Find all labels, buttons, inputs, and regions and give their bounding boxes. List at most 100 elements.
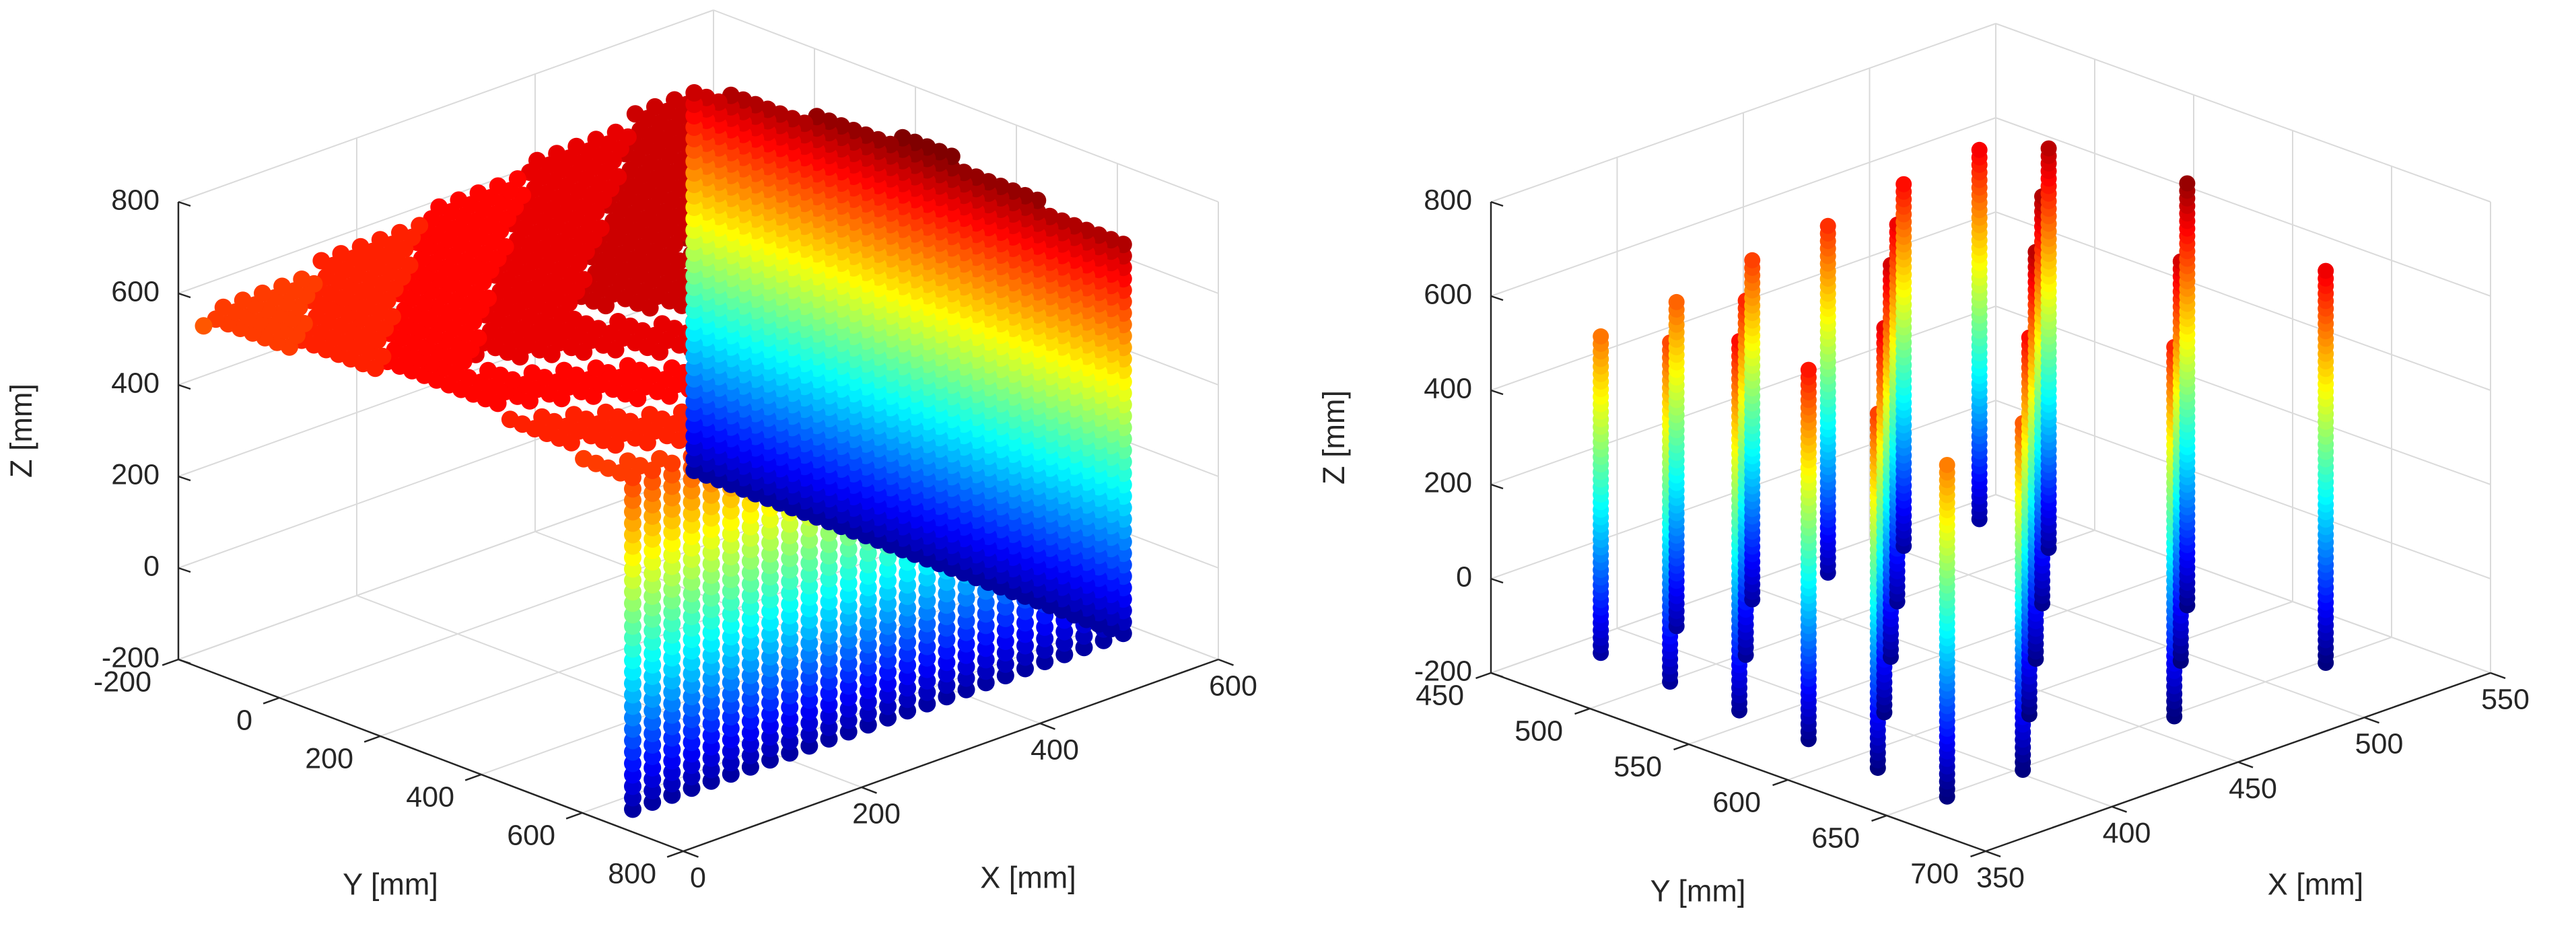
- z-axis-label: Z [mm]: [4, 384, 38, 478]
- scatter-point: [653, 315, 671, 333]
- scatter-point: [508, 170, 526, 188]
- scatter-point: [597, 403, 615, 421]
- back-wall-gridline-z: [1995, 400, 2491, 579]
- scatter-point: [391, 223, 409, 242]
- y-axis-label: Y [mm]: [343, 867, 438, 901]
- scatter-point: [619, 452, 637, 470]
- x-tick-mark: [683, 850, 699, 858]
- scatter-point: [479, 361, 497, 380]
- scatter-point: [2318, 262, 2334, 279]
- scatter-point: [619, 357, 637, 375]
- z-tick-label: 200: [111, 458, 160, 491]
- x-tick-label: 450: [2229, 773, 2277, 805]
- x-tick-label: 500: [2355, 728, 2404, 760]
- y-tick-label: 800: [608, 857, 656, 890]
- scatter-point: [567, 137, 586, 155]
- scatter-point: [254, 284, 271, 302]
- scatter-point: [2040, 140, 2057, 157]
- y-tick-mark: [1871, 814, 1887, 822]
- y-axis-line: [178, 658, 684, 853]
- scatter-point: [663, 359, 681, 377]
- left-wall-gridline-z: [178, 9, 714, 203]
- z-tick-mark: [178, 567, 191, 573]
- scatter-point: [1800, 361, 1817, 378]
- scatter-point: [234, 291, 252, 310]
- y-tick-mark: [363, 735, 381, 743]
- z-tick-label: 0: [143, 550, 160, 582]
- z-tick-mark: [178, 658, 191, 665]
- floor-gridline-x: [1743, 583, 2239, 763]
- y-tick-mark: [1673, 743, 1690, 751]
- y-axis-label: Y [mm]: [1650, 873, 1746, 908]
- scatter-point: [685, 84, 703, 102]
- back-wall-gridline-z: [1995, 117, 2491, 297]
- y-tick-label: 500: [1515, 715, 1563, 747]
- scatter-point: [523, 364, 541, 382]
- x-tick-mark: [2364, 717, 2379, 724]
- y-tick-label: 200: [305, 742, 353, 775]
- z-tick-label: 200: [1424, 466, 1472, 499]
- y-tick-label: 550: [1613, 750, 1662, 783]
- z-tick-mark: [1490, 672, 1504, 678]
- right-3d-scatter-plot: 350 400 450 500 550 450 500 550 600 650 700 -200 0 20…: [1317, 23, 2530, 908]
- left-wall-gridline-z: [178, 375, 714, 569]
- z-tick-label: 600: [111, 275, 160, 308]
- z-tick-mark: [178, 292, 191, 299]
- x-tick-label: 400: [2103, 817, 2151, 849]
- scatter-point: [666, 91, 684, 109]
- z-tick-label: 800: [111, 184, 160, 216]
- z-tick-mark: [1490, 295, 1504, 301]
- y-tick-mark: [1475, 672, 1492, 680]
- scatter-point: [371, 231, 389, 249]
- x-tick-label: 0: [690, 861, 706, 894]
- y-tick-mark: [263, 696, 280, 705]
- x-tick-mark: [2237, 761, 2254, 768]
- x-axis-line: [683, 658, 1219, 853]
- x-tick-mark: [1218, 658, 1234, 666]
- scatter-point: [214, 298, 232, 316]
- scatter-point: [489, 177, 507, 195]
- x-tick-mark: [1985, 850, 2001, 858]
- scatter-point: [312, 252, 330, 270]
- x-axis-label: X [mm]: [980, 860, 1076, 894]
- scatter-point: [1971, 141, 1988, 158]
- x-tick-label: 200: [852, 797, 901, 830]
- y-tick-label: 600: [1712, 786, 1761, 818]
- scatter-point: [548, 145, 566, 163]
- x-tick-label: 550: [2481, 683, 2530, 715]
- scatter-point: [1744, 252, 1761, 268]
- scatter-point: [1939, 457, 1955, 473]
- back-wall-gridline-z: [1995, 306, 2491, 485]
- floor-gridline-x: [1617, 627, 2112, 807]
- scatter-point: [587, 359, 605, 378]
- y-axis-line: [1490, 672, 1986, 853]
- scatter-point: [351, 238, 370, 256]
- scatter-point: [565, 406, 583, 424]
- y-tick-label: 700: [1910, 857, 1959, 890]
- scatter-point: [606, 123, 625, 141]
- scatter-point: [575, 450, 593, 468]
- z-tick-mark: [1490, 483, 1504, 490]
- scatter-point: [469, 184, 487, 202]
- back-wall-gridline-z: [1995, 494, 2491, 674]
- z-tick-mark: [178, 475, 191, 482]
- y-tick-mark: [666, 850, 684, 858]
- y-tick-label: -200: [94, 666, 151, 698]
- z-tick-mark: [1490, 577, 1504, 584]
- scatter-point: [528, 151, 546, 170]
- z-tick-label: 600: [1424, 278, 1472, 310]
- z-axis-label: Z [mm]: [1317, 390, 1351, 484]
- scatter-point: [450, 191, 468, 209]
- points-group: [195, 84, 1132, 818]
- scatter-point: [2179, 175, 2196, 192]
- scatter-point: [501, 410, 519, 429]
- left-3d-scatter-plot: 0 200 400 600 -200 0 200 400 600 800 -200 0 200 400 60…: [4, 9, 1257, 901]
- z-tick-label: 400: [111, 367, 160, 399]
- scatter-point: [1593, 328, 1609, 345]
- scatter-point: [1819, 217, 1836, 234]
- z-tick-label: 0: [1456, 561, 1472, 593]
- scatter-point: [195, 317, 213, 335]
- y-tick-mark: [565, 812, 583, 820]
- x-tick-label: 600: [1209, 670, 1257, 702]
